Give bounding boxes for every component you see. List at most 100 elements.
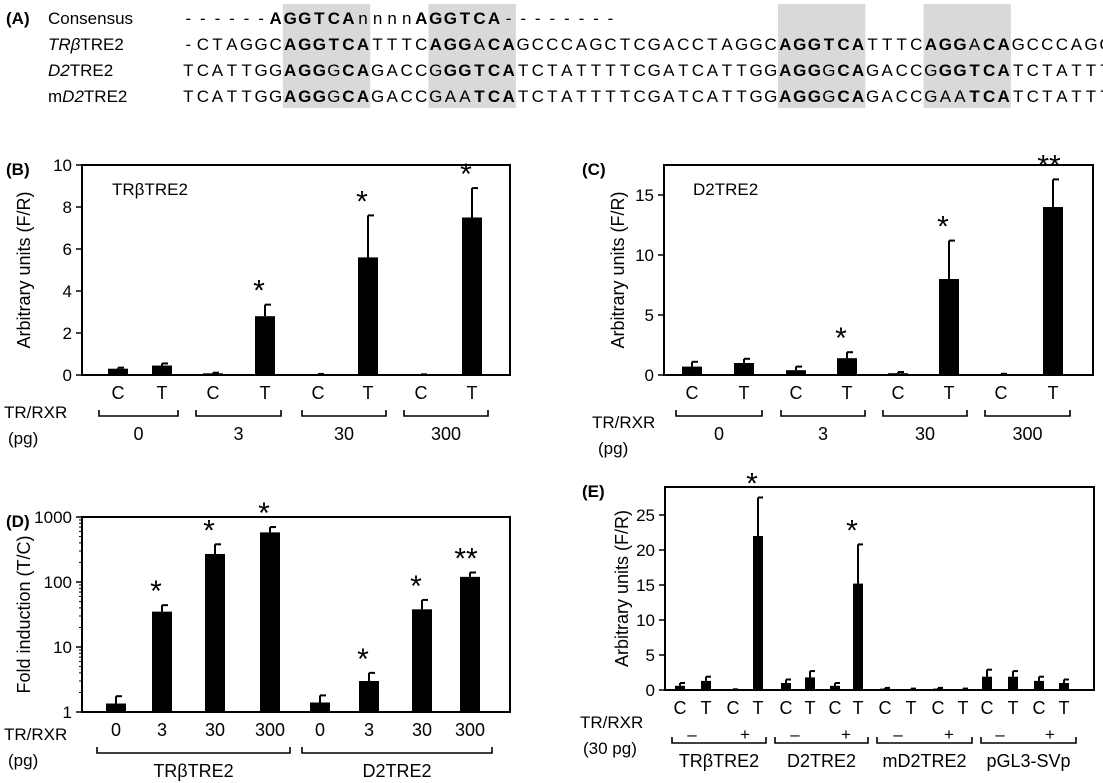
sequence-base: - bbox=[520, 9, 526, 28]
sequence-base: G bbox=[254, 87, 267, 106]
sequence-base: C bbox=[342, 61, 354, 80]
sequence-base: n bbox=[387, 9, 396, 28]
sequence-base: C bbox=[910, 61, 922, 80]
sequence-base: T bbox=[547, 87, 557, 106]
x-category-label: 300 bbox=[255, 720, 285, 740]
chart-title: D2TRE2 bbox=[693, 180, 758, 199]
tr-rxr-unit: (pg) bbox=[8, 429, 38, 448]
sequence-base: C bbox=[837, 61, 849, 80]
bar bbox=[888, 373, 908, 375]
bar bbox=[675, 685, 685, 690]
x-category-label: C bbox=[829, 698, 842, 718]
group-bracket bbox=[780, 410, 866, 417]
sequence-base: A bbox=[663, 61, 675, 80]
bar bbox=[359, 680, 379, 712]
x-category-label: T bbox=[701, 698, 712, 718]
y-tick-label: 5 bbox=[645, 306, 654, 325]
group-bracket bbox=[882, 410, 968, 417]
sequence-base: T bbox=[824, 35, 835, 54]
sequence-base: T bbox=[372, 35, 382, 54]
y-tick-label: 0 bbox=[646, 681, 655, 700]
group-label: mD2TRE2 bbox=[882, 751, 966, 771]
panel-label: (E) bbox=[582, 482, 605, 501]
y-tick-label: 15 bbox=[636, 576, 655, 595]
group-label: TRβTRE2 bbox=[153, 761, 233, 781]
sequence-name: D2TRE2 bbox=[48, 61, 113, 80]
treatment-label: – bbox=[995, 725, 1005, 744]
sequence-base: T bbox=[736, 87, 746, 106]
plot-frame bbox=[663, 164, 1094, 376]
group-bracket bbox=[774, 737, 869, 744]
sequence-base: A bbox=[1071, 35, 1083, 54]
bar bbox=[106, 703, 126, 712]
x-category-label: T bbox=[467, 383, 478, 403]
bar bbox=[1043, 207, 1063, 375]
group-label: 0 bbox=[133, 424, 143, 444]
sequence-base: T bbox=[1086, 87, 1096, 106]
bar bbox=[682, 366, 702, 375]
group-label: 3 bbox=[818, 424, 828, 444]
sequence-base: T bbox=[605, 61, 615, 80]
sequence-base: G bbox=[808, 35, 821, 54]
sequence-base: C bbox=[983, 35, 995, 54]
sequence-base: G bbox=[298, 9, 311, 28]
treatment-label: + bbox=[740, 725, 750, 744]
sequence-base: T bbox=[241, 87, 251, 106]
sequence-base: T bbox=[183, 87, 193, 106]
sequence-base: G bbox=[429, 61, 442, 80]
sequence-base: C bbox=[401, 61, 413, 80]
sequence-base: T bbox=[969, 87, 980, 106]
x-category-label: C bbox=[686, 383, 699, 403]
sequence-base: C bbox=[896, 61, 908, 80]
sequence-base: T bbox=[576, 87, 586, 106]
significance-star: ** bbox=[454, 543, 478, 576]
sequence-base: A bbox=[561, 61, 573, 80]
group-label: 0 bbox=[714, 424, 724, 444]
sequence-base: G bbox=[808, 61, 821, 80]
significance-star: * bbox=[356, 185, 368, 218]
sequence-base: G bbox=[269, 61, 282, 80]
sequence-base: A bbox=[502, 87, 514, 106]
bar bbox=[958, 689, 968, 690]
sequence-base: - bbox=[185, 9, 191, 28]
sequence-base: A bbox=[852, 87, 864, 106]
sequence-base: G bbox=[648, 87, 661, 106]
plot-frame bbox=[664, 486, 1095, 691]
sequence-base: T bbox=[867, 35, 877, 54]
sequence-base: T bbox=[678, 61, 688, 80]
sequence-base: C bbox=[633, 61, 645, 80]
sequence-base: T bbox=[620, 87, 630, 106]
sequence-base: - bbox=[608, 9, 614, 28]
group-label: 3 bbox=[233, 424, 243, 444]
sequence-base: C bbox=[1099, 35, 1103, 54]
y-tick-label: 8 bbox=[63, 198, 72, 217]
y-tick-label: 2 bbox=[63, 324, 72, 343]
sequence-base: C bbox=[983, 87, 995, 106]
sequence-base: G bbox=[444, 9, 457, 28]
plot-frame bbox=[81, 516, 511, 713]
group-bracket bbox=[96, 747, 291, 754]
x-category-label: T bbox=[363, 383, 374, 403]
sequence-base: A bbox=[474, 35, 486, 54]
treatment-label: + bbox=[1045, 725, 1055, 744]
bar bbox=[1034, 680, 1044, 690]
bar bbox=[205, 553, 225, 712]
tr-rxr-unit: (30 pg) bbox=[583, 739, 637, 758]
y-axis-label: Fold induction (T/C) bbox=[14, 535, 34, 693]
sequence-base: G bbox=[822, 87, 835, 106]
sequence-base: G bbox=[313, 35, 326, 54]
sequence-base: C bbox=[415, 87, 427, 106]
group-label: 300 bbox=[431, 424, 461, 444]
bar bbox=[1008, 676, 1018, 690]
sequence-base: G bbox=[517, 35, 530, 54]
sequence-base: T bbox=[314, 9, 325, 28]
bar bbox=[982, 676, 992, 690]
sequence-base: G bbox=[648, 61, 661, 80]
sequence-base: G bbox=[429, 9, 442, 28]
x-category-label: T bbox=[805, 698, 816, 718]
significance-star: * bbox=[150, 575, 162, 608]
sequence-base: A bbox=[212, 87, 224, 106]
sequence-base: A bbox=[459, 87, 471, 106]
sequence-base: A bbox=[357, 61, 369, 80]
